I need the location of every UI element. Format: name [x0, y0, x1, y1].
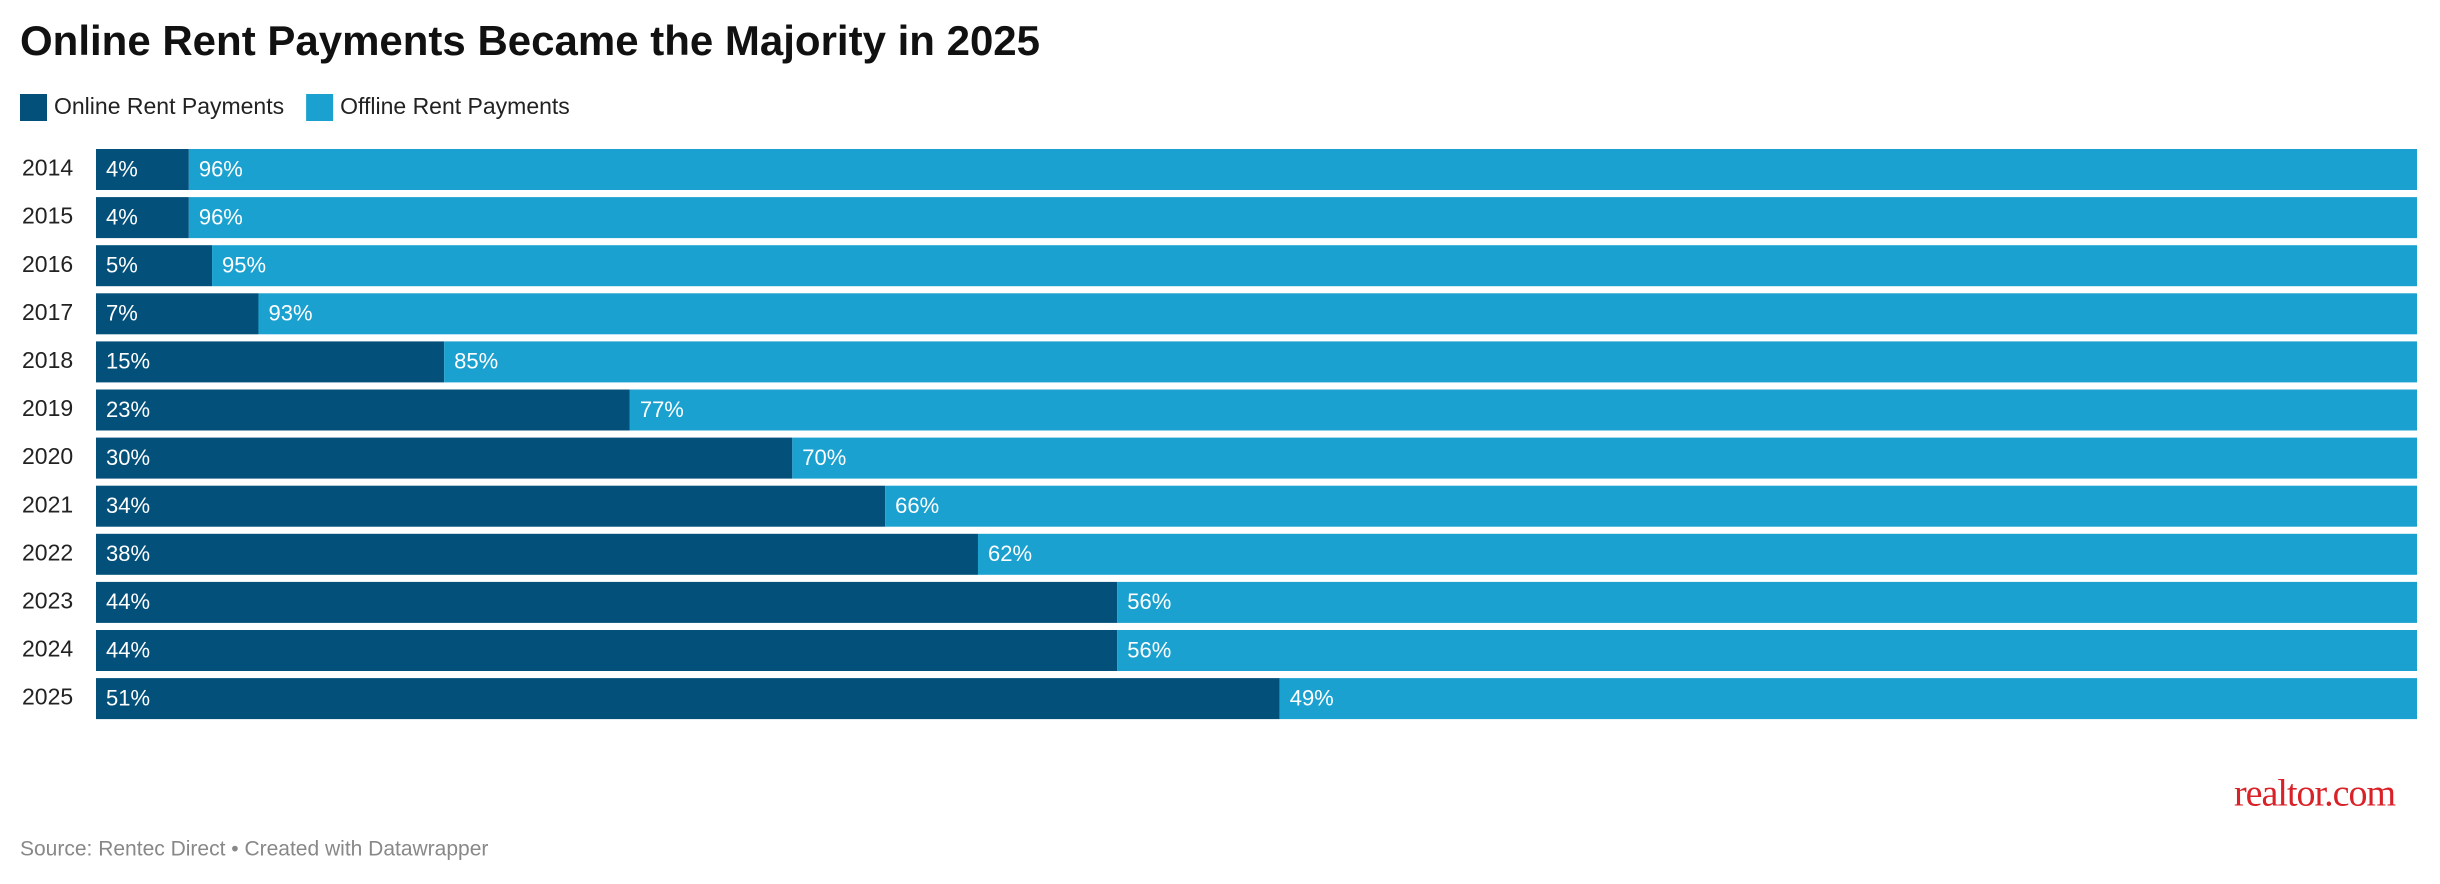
- bar-segment: [96, 533, 978, 575]
- y-tick-label: 2015: [22, 203, 73, 229]
- value-label: 62%: [988, 541, 1032, 566]
- bar-segment: [96, 437, 793, 479]
- y-tick-label: 2017: [22, 299, 73, 325]
- bar-segment: [188, 197, 2417, 239]
- value-label: 51%: [106, 685, 150, 710]
- value-label: 34%: [106, 493, 150, 518]
- value-label: 96%: [199, 204, 243, 229]
- value-label: 7%: [106, 301, 138, 326]
- value-label: 56%: [1127, 589, 1171, 614]
- bar-segment: [96, 630, 1118, 671]
- chart-title: Online Rent Payments Became the Majority…: [20, 17, 1040, 64]
- y-tick-label: 2014: [22, 155, 73, 181]
- legend-label: Online Rent Payments: [54, 93, 284, 119]
- y-tick-label: 2020: [22, 443, 73, 469]
- y-tick-label: 2021: [22, 491, 73, 517]
- value-label: 4%: [106, 204, 138, 229]
- value-label: 85%: [454, 349, 498, 374]
- bar-segment: [96, 149, 189, 190]
- value-label: 44%: [106, 637, 150, 662]
- value-label: 56%: [1127, 637, 1171, 662]
- y-tick-label: 2019: [22, 395, 73, 421]
- value-label: 23%: [106, 397, 150, 422]
- value-label: 96%: [199, 156, 243, 181]
- bar-segment: [96, 581, 1118, 623]
- bar-segment: [188, 149, 2417, 190]
- bar-segment: [96, 678, 1280, 720]
- legend-swatch: [306, 94, 334, 121]
- bar-segment: [258, 293, 2418, 335]
- value-label: 5%: [106, 253, 138, 278]
- bar-segment: [792, 437, 2417, 479]
- y-tick-label: 2023: [22, 587, 73, 613]
- value-label: 70%: [802, 445, 846, 470]
- bar-segment: [1117, 630, 2417, 671]
- y-tick-label: 2024: [22, 636, 73, 662]
- value-label: 49%: [1290, 685, 1334, 710]
- value-label: 77%: [640, 397, 684, 422]
- bar-segment: [1279, 678, 2417, 720]
- bar-segment: [212, 245, 2417, 287]
- value-label: 66%: [895, 493, 939, 518]
- legend-label: Offline Rent Payments: [340, 93, 570, 119]
- value-label: 30%: [106, 445, 150, 470]
- value-label: 93%: [268, 301, 312, 326]
- value-label: 4%: [106, 156, 138, 181]
- y-tick-label: 2016: [22, 251, 73, 277]
- y-tick-label: 2022: [22, 539, 73, 565]
- bar-segment: [96, 293, 259, 335]
- bar-segment: [96, 485, 886, 527]
- value-label: 15%: [106, 349, 150, 374]
- bar-segment: [96, 389, 630, 431]
- bar-segment: [96, 341, 445, 383]
- bar-segment: [1117, 581, 2417, 623]
- logo: realtor.com: [2234, 773, 2395, 815]
- y-tick-label: 2018: [22, 347, 73, 373]
- bar-segment: [96, 197, 189, 239]
- bar-segment: [444, 341, 2417, 383]
- bar-segment: [629, 389, 2417, 431]
- legend-swatch: [20, 94, 47, 121]
- value-label: 38%: [106, 541, 150, 566]
- value-label: 95%: [222, 253, 266, 278]
- bar-segment: [977, 533, 2417, 575]
- bar-segment: [885, 485, 2417, 527]
- source-note: Source: Rentec Direct • Created with Dat…: [20, 838, 488, 861]
- bar-segment: [96, 245, 213, 287]
- value-label: 44%: [106, 589, 150, 614]
- y-tick-label: 2025: [22, 684, 73, 710]
